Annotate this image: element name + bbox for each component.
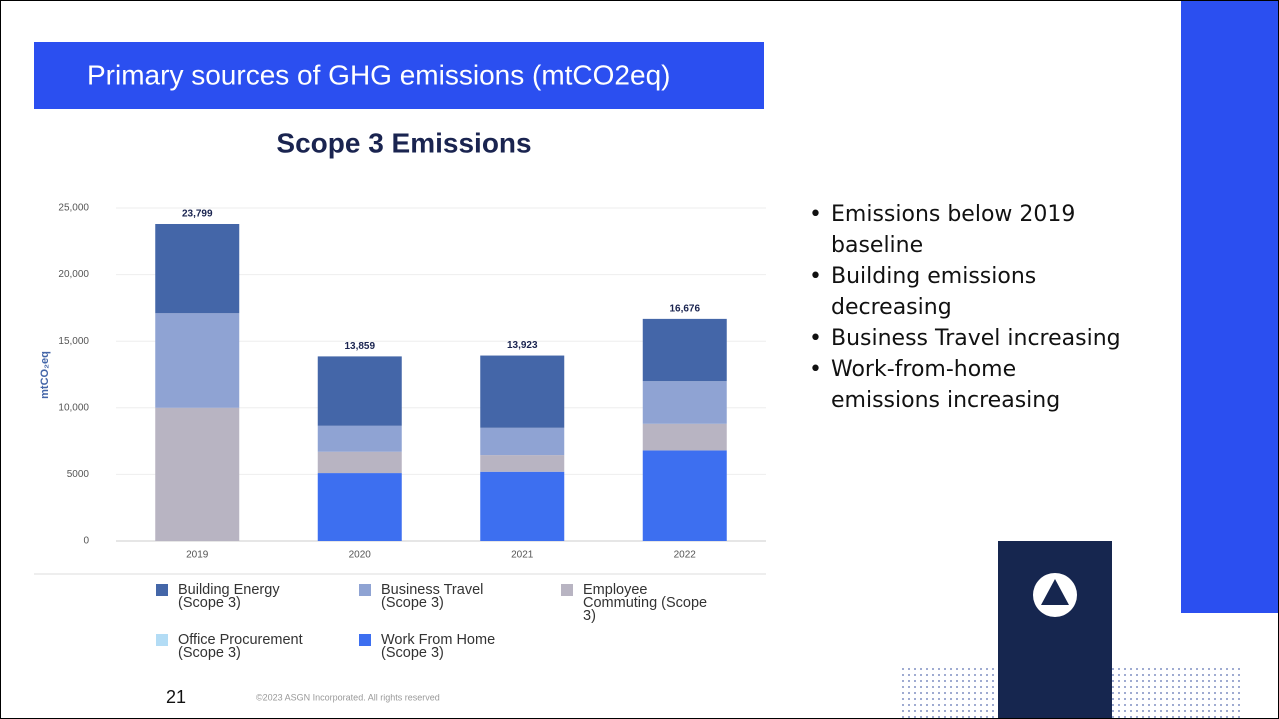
heading-banner — [34, 42, 764, 109]
y-tick-label: 5000 — [67, 469, 90, 480]
logo-panel — [998, 541, 1112, 718]
dots — [899, 666, 999, 718]
y-axis-label: mtCO₂eq — [39, 351, 51, 399]
legend-label: Office Procurement (Scope 3) — [178, 632, 303, 661]
legend-item: Work From Home (Scope 3) — [359, 632, 511, 661]
bar-segment — [155, 407, 240, 541]
bar-segment — [480, 427, 565, 456]
heading: Primary sources of GHG emissions (mtCO2e… — [87, 59, 670, 90]
bar-segment — [642, 381, 727, 424]
legend-item: Business Travel (Scope 3) — [359, 582, 511, 611]
y-tick-label: 25,000 — [58, 203, 89, 214]
y-tick-label: 0 — [83, 536, 89, 547]
bar-segment — [642, 450, 727, 541]
legend-label: Business Travel (Scope 3) — [381, 582, 484, 611]
legend-item: Building Energy (Scope 3) — [156, 582, 308, 611]
bullets: Emissions below 2019 baselineBuilding em… — [809, 199, 1129, 416]
footer: ©2023 ASGN Incorporated. All rights rese… — [256, 692, 440, 702]
legend-label: Building Energy (Scope 3) — [178, 582, 280, 611]
total-label: 13,923 — [507, 340, 538, 351]
bullet: Work-from-home emissions increasing — [809, 354, 1129, 416]
legend-label: Work From Home (Scope 3) — [381, 632, 496, 661]
bar-segment — [317, 425, 402, 452]
legend-label: Employee Commuting (Scope 3) — [583, 582, 708, 624]
bullet: Emissions below 2019 baseline — [809, 199, 1129, 261]
logo — [1041, 579, 1069, 605]
bar-segment — [317, 356, 402, 426]
bar-segment — [317, 473, 402, 541]
total-label: 16,676 — [669, 304, 700, 315]
bullet: Building emissions decreasing — [809, 261, 1129, 323]
total-label: 13,859 — [344, 341, 375, 352]
dots — [1112, 666, 1242, 718]
bar-segment — [155, 223, 240, 314]
bar-segment — [480, 455, 565, 472]
x-tick-label: 2020 — [349, 550, 372, 561]
bar-segment — [642, 318, 727, 382]
x-tick-label: 2021 — [511, 550, 534, 561]
bar-segment — [155, 313, 240, 408]
y-tick-label: 10,000 — [58, 402, 89, 413]
y-tick-label: 15,000 — [58, 336, 89, 347]
bar-segment — [317, 451, 402, 474]
total-label: 23,799 — [182, 209, 213, 220]
bar-segment — [480, 355, 565, 428]
side-bar — [1181, 1, 1278, 613]
legend-swatch — [561, 584, 573, 596]
legend-swatch — [156, 584, 168, 596]
legend-item: Office Procurement (Scope 3) — [156, 632, 308, 661]
bar-segment — [642, 423, 727, 451]
legend-swatch — [156, 634, 168, 646]
bar-segment — [480, 471, 565, 541]
legend-swatch — [359, 634, 371, 646]
y-tick-label: 20,000 — [58, 269, 89, 280]
page-number: 21 — [166, 687, 186, 707]
bullet: Business Travel increasing — [809, 323, 1129, 354]
chart-title: Scope 3 Emissions — [276, 127, 531, 158]
x-tick-label: 2022 — [674, 550, 697, 561]
legend-item: Employee Commuting (Scope 3) — [561, 582, 713, 624]
x-tick-label: 2019 — [186, 550, 209, 561]
legend-swatch — [359, 584, 371, 596]
